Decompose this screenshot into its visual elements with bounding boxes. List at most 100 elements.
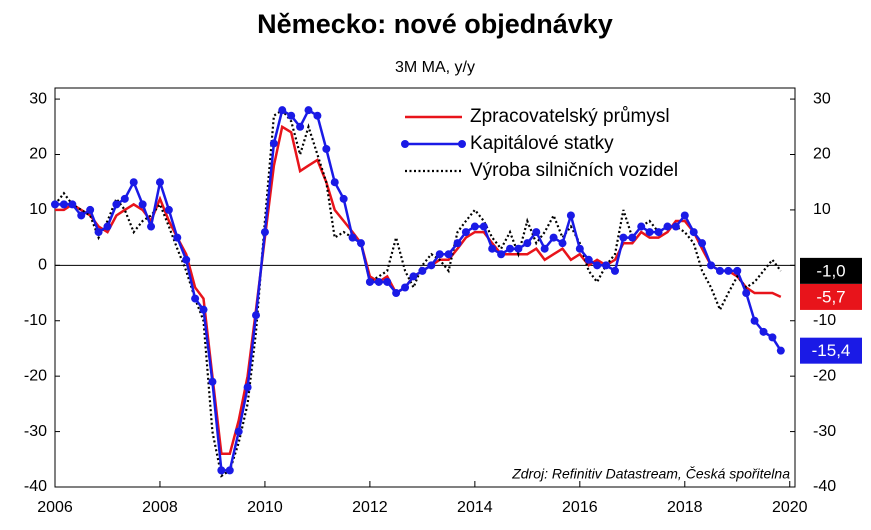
series-marker	[540, 244, 549, 253]
legend-marker	[401, 140, 409, 148]
series-marker	[217, 466, 226, 475]
series-marker	[645, 228, 654, 237]
y2-tick-label: 20	[813, 146, 831, 163]
x-tick-label: 2014	[457, 499, 493, 516]
series-marker	[575, 244, 584, 253]
series-marker	[514, 244, 523, 253]
series-marker	[59, 200, 68, 209]
y-tick-label: -40	[24, 478, 47, 495]
y2-tick-label: -40	[813, 478, 836, 495]
series-marker	[103, 222, 112, 231]
series-marker	[164, 205, 173, 214]
series-marker	[287, 111, 296, 120]
series-marker	[401, 283, 410, 292]
series-marker	[225, 466, 234, 475]
series-marker	[628, 233, 637, 242]
series-marker	[470, 222, 479, 231]
y2-tick-label: -10	[813, 312, 836, 329]
series-marker	[365, 277, 374, 286]
x-tick-label: 2010	[247, 499, 283, 516]
y-tick-label: -10	[24, 312, 47, 329]
series-marker	[593, 261, 602, 270]
series-marker	[120, 194, 129, 203]
series-marker	[506, 244, 515, 253]
legend-label: Výroba silničních vozidel	[470, 160, 678, 181]
legend: Zpracovatelský průmysl Kapitálové statky V…	[401, 106, 678, 181]
legend-label: Kapitálové statky	[470, 133, 614, 154]
series-marker	[654, 228, 663, 237]
series-marker	[278, 106, 287, 115]
series-marker	[243, 383, 252, 392]
y2-tick-label: -20	[813, 367, 836, 384]
series-marker	[427, 261, 436, 270]
series-marker	[155, 178, 164, 187]
series-marker	[304, 106, 313, 115]
series-marker	[392, 289, 401, 298]
series-marker	[768, 333, 777, 342]
end-label-box	[800, 283, 862, 310]
series-marker	[479, 222, 488, 231]
series-marker	[182, 255, 191, 264]
series-marker	[532, 228, 541, 237]
series-marker	[663, 222, 672, 231]
series-marker	[374, 277, 383, 286]
series-marker	[77, 211, 86, 220]
series-marker	[453, 239, 462, 248]
end-label: -1,0	[816, 261, 845, 280]
series-marker	[234, 427, 243, 436]
series-marker	[147, 222, 156, 231]
end-label: -15,4	[812, 341, 851, 360]
chart-subtitle: 3M MA, y/y	[395, 59, 475, 76]
y-tick-label: 20	[29, 146, 47, 163]
series-marker	[86, 205, 95, 214]
series-marker	[296, 122, 305, 131]
series-marker	[733, 266, 742, 275]
series-marker	[742, 289, 751, 298]
series-marker	[409, 272, 418, 281]
x-tick-label: 2018	[667, 499, 703, 516]
series-marker	[750, 316, 759, 325]
y-tick-label: 10	[29, 201, 47, 218]
series-marker	[584, 255, 593, 264]
series-marker	[252, 311, 261, 320]
series-marker	[339, 194, 348, 203]
series-marker	[610, 266, 619, 275]
series-marker	[759, 327, 768, 336]
series-marker	[435, 250, 444, 259]
y-tick-label: -20	[24, 367, 47, 384]
y-tick-label: 30	[29, 90, 47, 107]
series-marker	[322, 144, 331, 153]
series-marker	[260, 228, 269, 237]
end-label-box	[800, 337, 862, 364]
y2-tick-label: 30	[813, 90, 831, 107]
x-tick-label: 2012	[352, 499, 388, 516]
series-marker	[549, 233, 558, 242]
series-marker	[173, 233, 182, 242]
y-tick-label: 0	[38, 257, 47, 274]
series-marker	[208, 377, 217, 386]
y-tick-label: -30	[24, 423, 47, 440]
series-marker	[51, 200, 59, 209]
y2-tick-label: -30	[813, 423, 836, 440]
series-marker	[348, 233, 357, 242]
series-marker	[602, 261, 611, 270]
series-marker	[199, 305, 208, 314]
end-label-box	[800, 257, 862, 284]
series-marker	[619, 233, 628, 242]
series-marker	[689, 228, 698, 237]
series-marker	[566, 211, 575, 220]
series-marker	[707, 261, 716, 270]
chart-title: Německo: nové objednávky	[257, 9, 613, 39]
end-label: -5,7	[816, 287, 845, 306]
series-marker	[383, 277, 392, 286]
series-marker	[671, 222, 680, 231]
series-marker	[523, 239, 532, 248]
plot-area	[51, 106, 785, 478]
x-tick-label: 2020	[772, 499, 808, 516]
series-marker	[444, 250, 453, 259]
series-marker	[558, 239, 567, 248]
source-note: Zdroj: Refinitiv Datastream, Česká spoři…	[511, 466, 790, 482]
series-marker	[776, 346, 785, 355]
x-tick-label: 2008	[142, 499, 178, 516]
series-marker	[461, 228, 470, 237]
